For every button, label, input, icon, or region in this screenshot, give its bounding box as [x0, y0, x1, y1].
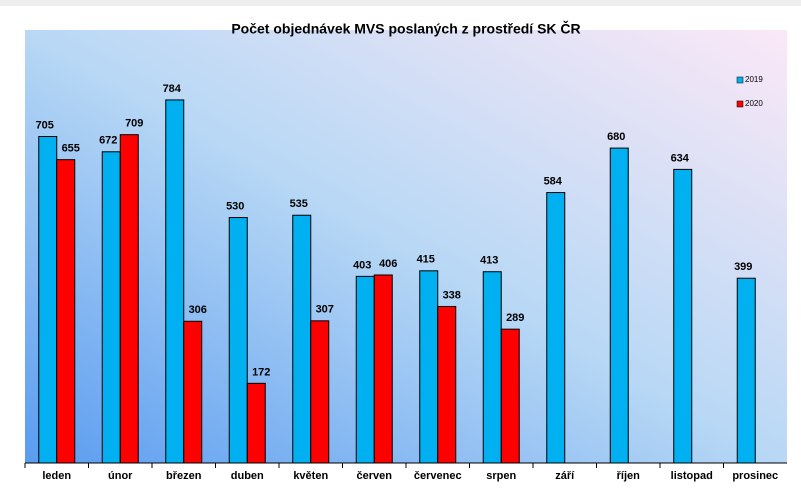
x-tick-label: únor: [108, 470, 133, 482]
data-label: 172: [252, 366, 270, 378]
top-strip: [0, 0, 801, 6]
bar: [310, 320, 330, 464]
bar: [673, 168, 693, 464]
x-tick-label: srpen: [486, 470, 516, 482]
bar: [437, 305, 457, 464]
x-tick-label: listopad: [671, 470, 713, 482]
legend-label: 2019: [745, 75, 763, 84]
data-label: 784: [163, 83, 182, 95]
bar: [119, 134, 139, 464]
bar: [482, 271, 502, 464]
data-label: 655: [62, 143, 80, 155]
bar: [246, 382, 266, 464]
data-label: 535: [290, 198, 308, 210]
bar: [165, 99, 185, 464]
data-label: 634: [671, 152, 690, 164]
x-tick-label: březen: [166, 470, 202, 482]
data-label: 307: [316, 304, 334, 316]
x-tick-label: červenec: [414, 470, 462, 482]
data-label: 403: [353, 259, 371, 271]
data-label: 672: [99, 135, 117, 147]
bar: [38, 136, 58, 464]
data-label: 415: [417, 254, 435, 266]
data-label: 413: [480, 255, 498, 267]
x-tick-label: duben: [231, 470, 264, 482]
x-tick-label: leden: [42, 470, 71, 482]
x-tick-label: červen: [357, 470, 393, 482]
x-tick-label: říjen: [617, 470, 641, 482]
bar: [500, 328, 520, 464]
bar: [419, 270, 439, 464]
x-tick-label: prosinec: [732, 470, 778, 482]
data-label: 399: [734, 261, 752, 273]
bar: [228, 217, 248, 464]
bar: [101, 151, 121, 464]
data-label: 584: [544, 175, 563, 187]
x-tick-label: září: [555, 470, 575, 482]
bar: [56, 159, 76, 464]
data-label: 705: [36, 119, 54, 131]
bar: [609, 147, 629, 464]
bar: [736, 277, 756, 464]
data-label: 680: [607, 131, 625, 143]
data-label: 306: [189, 304, 207, 316]
legend-swatch: [736, 100, 744, 108]
legend-swatch: [736, 76, 744, 84]
bar: [355, 275, 375, 464]
data-label: 709: [125, 118, 143, 130]
bar: [292, 214, 312, 464]
data-label: 338: [443, 289, 461, 301]
plot-area: [25, 30, 787, 463]
bar: [183, 320, 203, 464]
data-label: 289: [506, 312, 524, 324]
legend-label: 2020: [745, 99, 763, 108]
x-tick-label: květen: [293, 470, 328, 482]
data-label: 406: [379, 258, 397, 270]
bar: [546, 192, 566, 464]
chart-title: Počet objednávek MVS poslaných z prostře…: [231, 20, 580, 37]
data-label: 530: [226, 200, 244, 212]
bar: [373, 274, 393, 464]
